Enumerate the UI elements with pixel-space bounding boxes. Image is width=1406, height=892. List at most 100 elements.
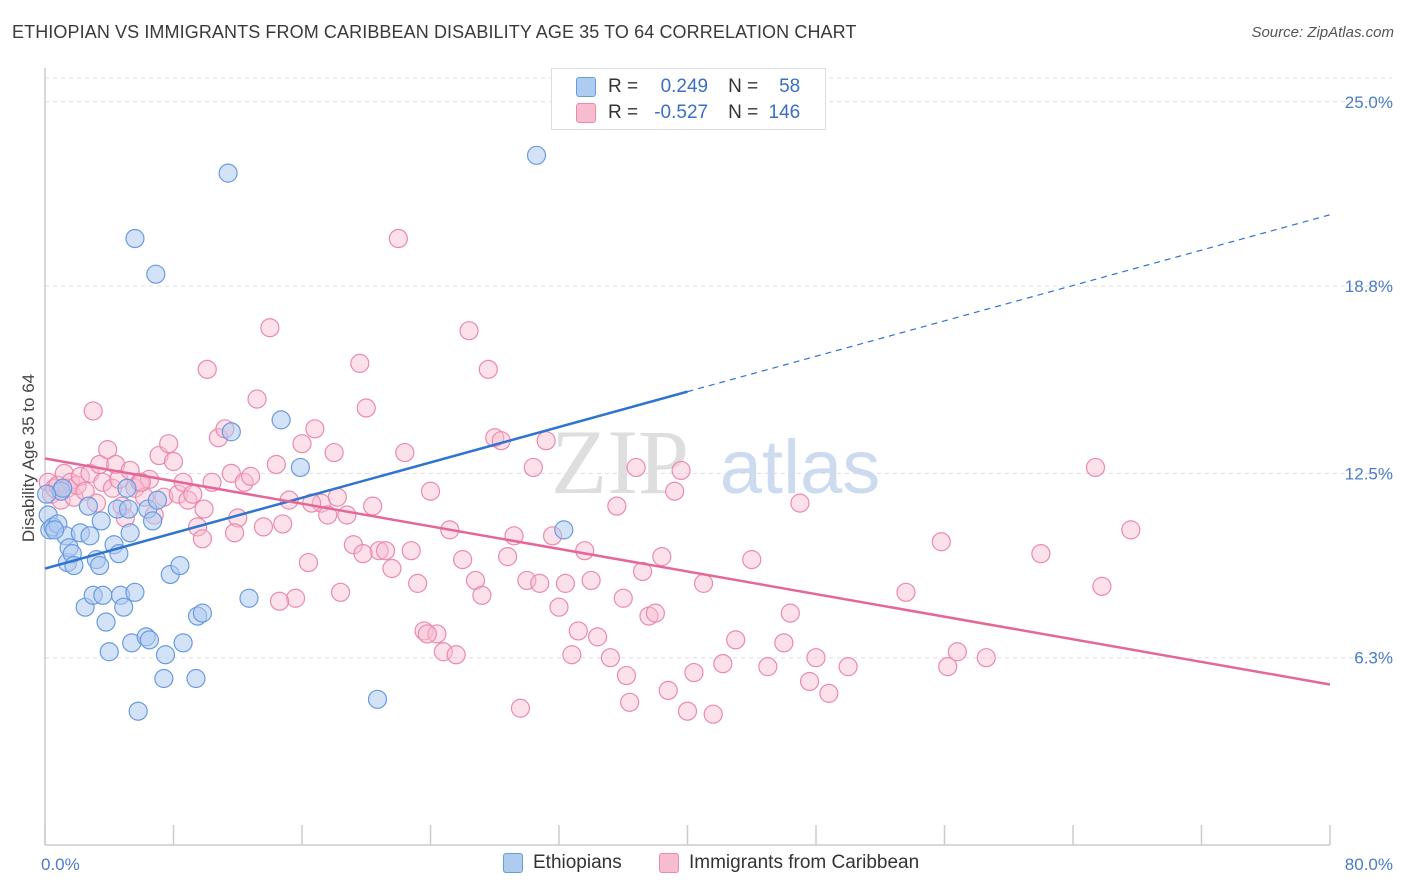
caribbean-point [401,541,421,561]
caribbean-point [98,440,118,460]
caribbean-point [568,621,588,641]
ethiopian-point [192,603,213,623]
caribbean-point [324,442,344,463]
n-label: N = [728,102,759,123]
ethiopian-point [37,484,57,504]
ethiopian-point [120,523,140,543]
caribbean-point [159,434,179,454]
caribbean-point [197,359,217,379]
caribbean-point [523,457,543,478]
caribbean-point [337,505,357,525]
caribbean-point [896,582,916,602]
caribbean-point [947,642,967,662]
x-tick-label: 80.0% [1345,855,1393,874]
caribbean-point [819,683,839,703]
n-value: 146 [768,102,801,123]
y-tick-label: 12.5% [1345,464,1393,483]
r-value: 0.249 [660,76,709,97]
ethiopian-point [173,633,193,653]
y-axis-label: Disability Age 35 to 64 [19,374,38,542]
caribbean-point [472,585,492,605]
caribbean-point [83,401,103,421]
source-label: Source: ZipAtlas.com [1251,24,1394,41]
ethiopian-point [239,588,259,608]
caribbean-point [626,457,646,478]
caribbean-point [420,481,441,501]
caribbean-point [266,454,286,475]
caribbean-point [453,550,473,570]
ethiopian-point [221,422,241,442]
caribbean-point [931,532,951,552]
stats-legend: R = 0.249 N = 58 R = -0.527 N = 146 [551,68,826,130]
caribbean-point [510,698,531,718]
caribbean-point [658,680,678,701]
caribbean-point [607,496,627,516]
ethiopian-point [218,163,238,183]
caribbean-point [369,541,389,561]
ethiopian-point [114,597,134,617]
ethiopian-point [80,526,100,546]
caribbean-point [318,505,338,525]
caribbean-point [677,701,698,721]
watermark: ZIP atlas [551,411,880,513]
ethiopian-point [93,585,113,605]
axes [44,68,1331,846]
r-value: -0.527 [654,102,709,123]
r-label: R = [608,102,639,123]
caribbean-point [645,603,665,623]
caribbean-point [620,692,640,712]
caribbean-point [168,484,188,504]
caribbean-point [703,704,723,724]
caribbean-point [587,627,608,647]
caribbean-point [273,514,293,534]
ethiopian-point [367,689,388,709]
ethiopian-point [143,511,163,531]
ethiopian-point [170,555,190,576]
ethiopian-point [78,496,98,516]
caribbean-point [575,541,595,561]
caribbean-point [285,588,306,608]
caribbean-point [1085,457,1106,478]
caribbean-point [260,318,280,338]
caribbean-point [356,398,376,418]
caribbean-point [388,228,408,249]
caribbean-point [427,624,447,644]
ethiopian-point [146,264,166,284]
caribbean-point [395,442,415,463]
y-tick-label: 6.3% [1354,649,1393,668]
ethiopian-point [90,555,110,576]
caribbean-point [536,431,556,451]
caribbean-point [652,547,672,567]
n-value: 58 [779,76,801,97]
caribbean-swatch [576,103,596,123]
caribbean-point [183,484,203,504]
caribbean-point [194,499,214,519]
caribbean-point [976,648,996,668]
caribbean-point [1092,576,1112,596]
caribbean-point [799,671,820,692]
caribbean-point [616,665,637,686]
caribbean-point [555,573,576,593]
caribbean-point [581,570,601,591]
caribbean-point [363,496,383,516]
caribbean-point [350,353,370,373]
caribbean-point [665,481,685,501]
caribbean-point [459,321,479,341]
ethiopian-point [139,630,160,650]
ethiopian-point [526,145,547,165]
caribbean-point [838,657,858,677]
legend-label-ethiopians: Ethiopians [533,852,622,873]
caribbean-point [353,544,373,564]
caribbean-point [806,648,826,668]
ethiopian-trend-extension [687,214,1331,393]
ethiopian-point [155,645,176,665]
caribbean-point [446,645,466,665]
caribbean-point [562,645,582,665]
stats-legend-caribbean: R = -0.527 N = 146 [552,100,800,126]
ethiopian-point [128,701,148,721]
caribbean-point [192,529,213,549]
caribbean-point [938,657,958,677]
caribbean-point [600,648,621,668]
ethiopian-legend-swatch [503,853,523,873]
